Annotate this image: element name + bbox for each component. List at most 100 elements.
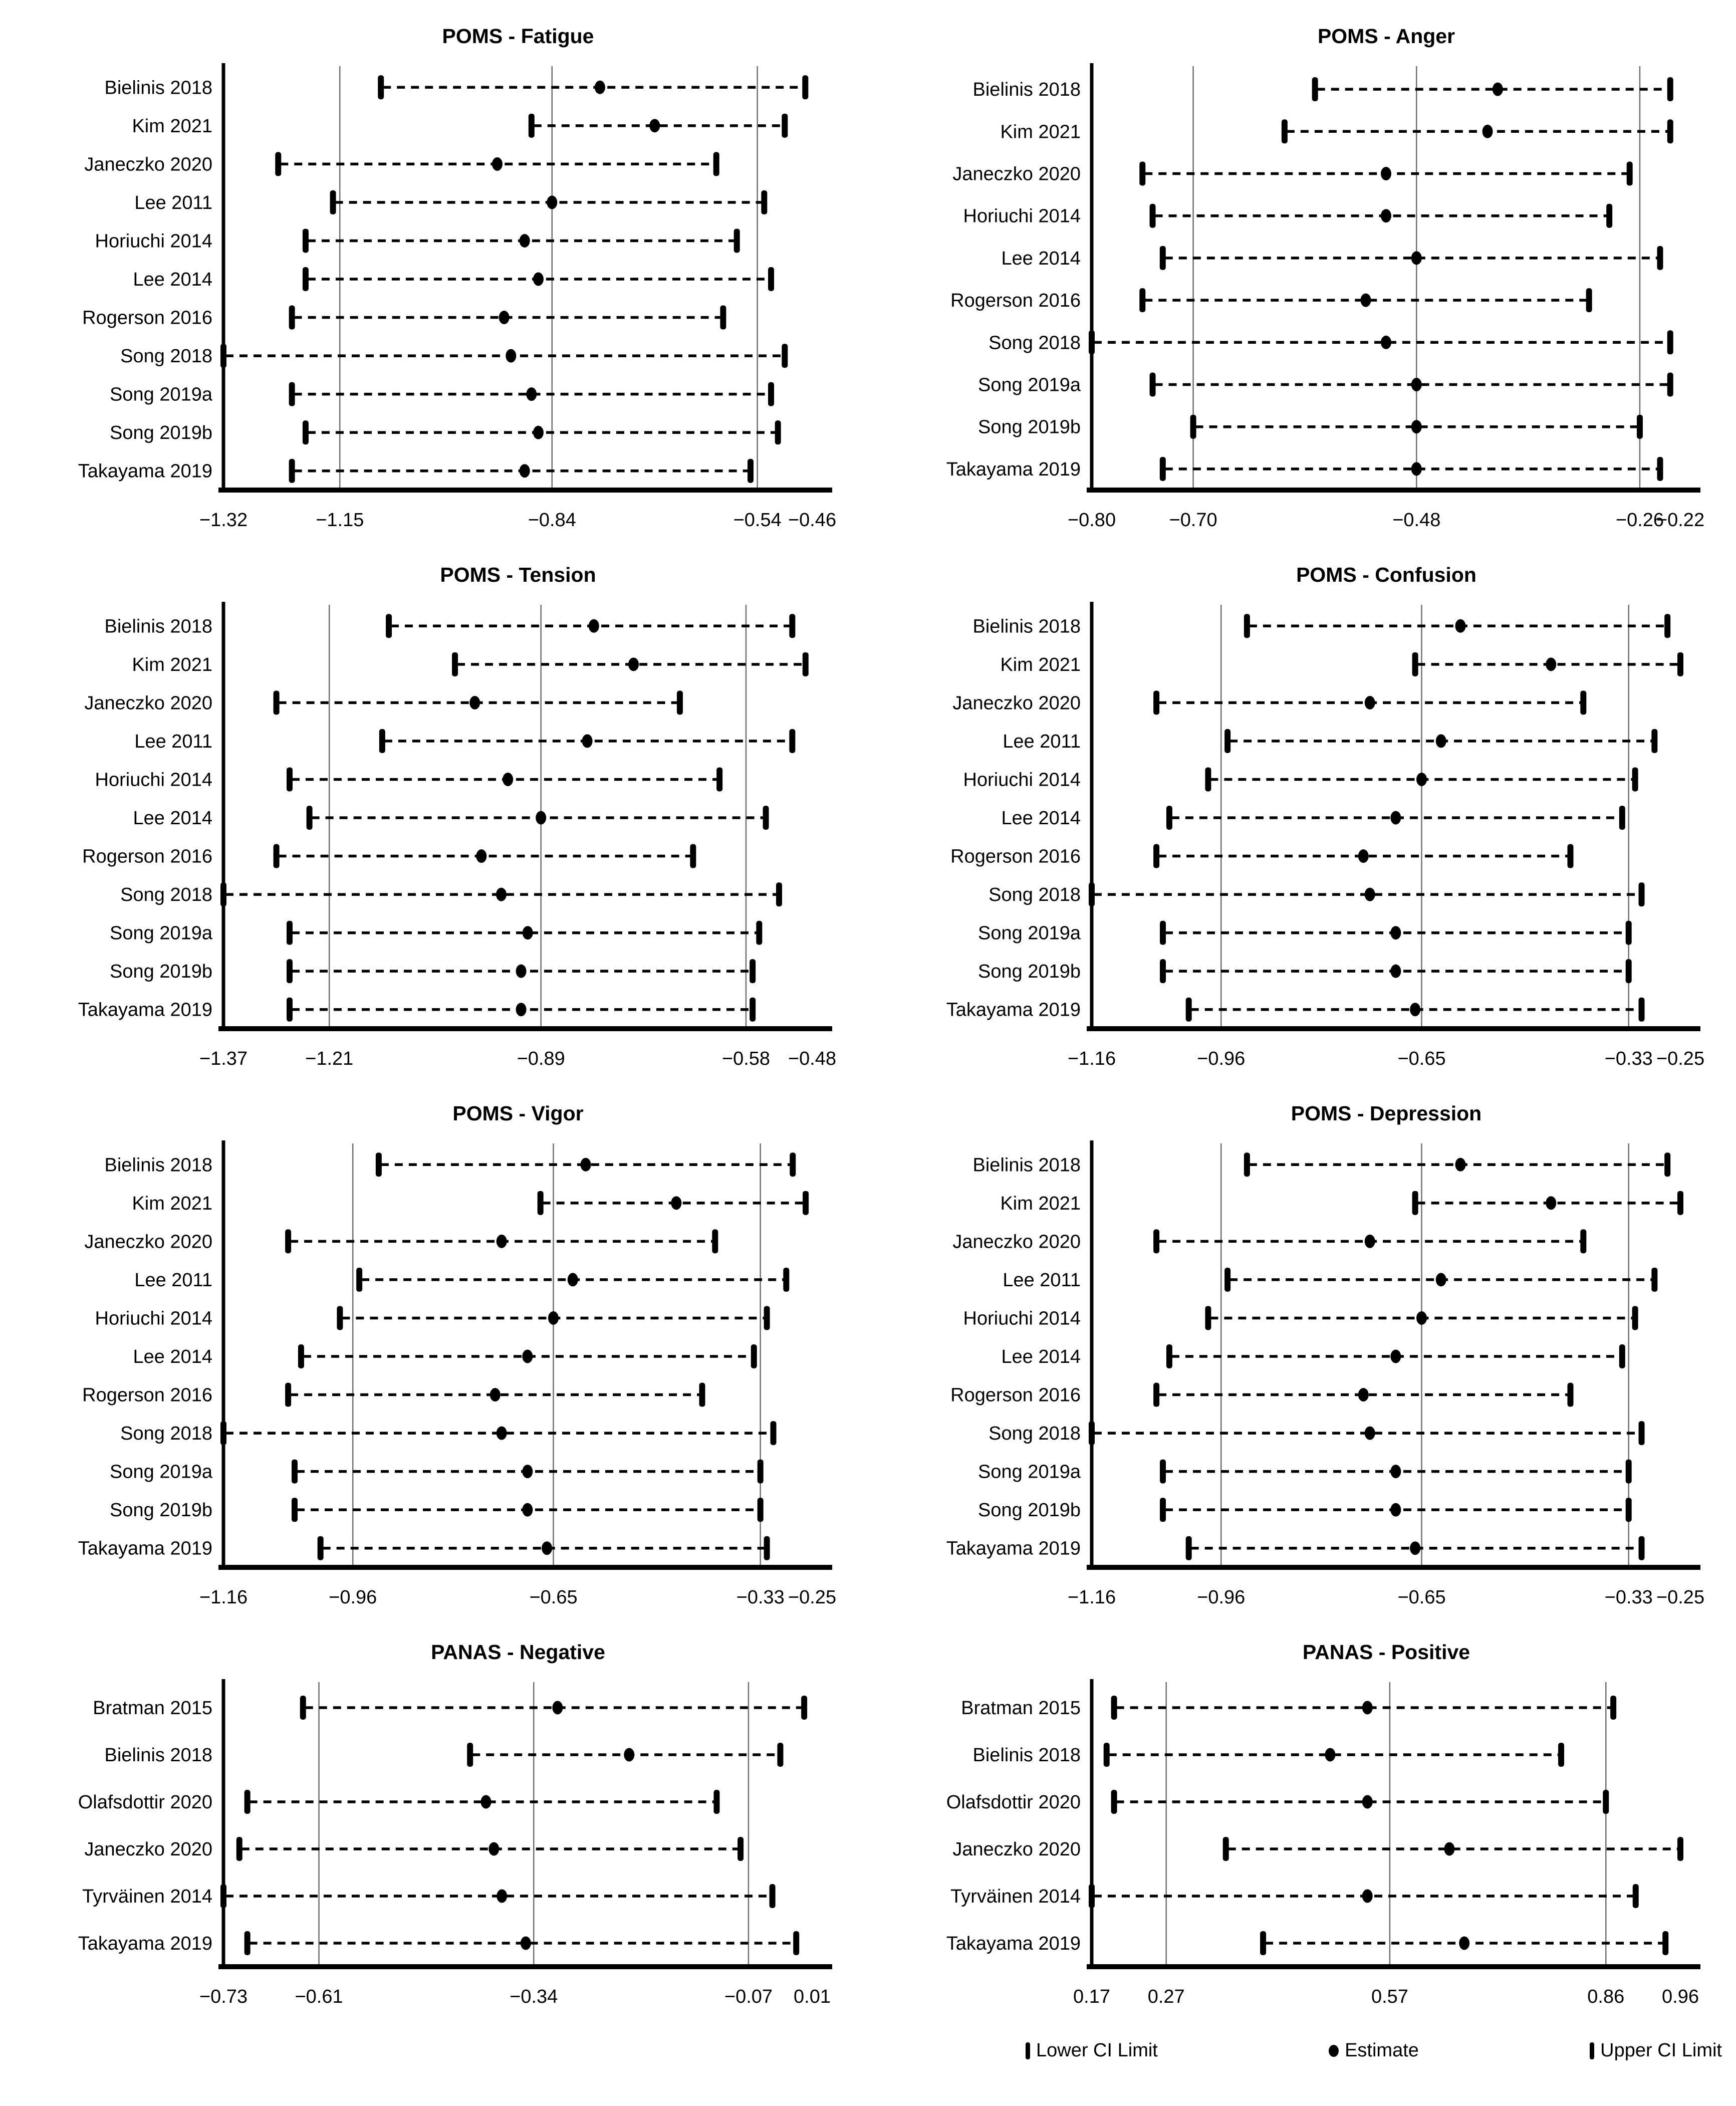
legend-item-lower-ci: Lower CI Limit: [1026, 2040, 1158, 2061]
lower-ci-cap: [244, 1931, 251, 1955]
estimate-marker: [1454, 1157, 1465, 1172]
lower-ci-cap: [1190, 414, 1196, 439]
legend-label: Upper CI Limit: [1600, 2040, 1722, 2061]
lower-ci-cap: [220, 1421, 226, 1446]
lower-ci-cap: [1312, 77, 1318, 102]
upper-ci-cap: [775, 420, 781, 445]
lower-ci-cap: [1281, 119, 1288, 144]
chart-poms-depression: POMS - Depression −1.16 −0.96 −0.65 −0.33 −0…: [946, 1102, 1704, 1608]
chart-panas-positive: PANAS - Positive 0.17 0.27 0.57 0.86 0.96 Bra…: [946, 1641, 1700, 2007]
study-label: Song 2019a: [978, 1462, 1081, 1483]
study-label: Takayama 2019: [78, 1000, 212, 1021]
x-tick-label: 0.96: [1662, 1986, 1699, 2007]
study-label: Bratman 2015: [961, 1698, 1081, 1719]
upper-ci-cap: [1664, 1152, 1670, 1177]
lower-ci-cap: [220, 344, 226, 368]
upper-ci-cap: [1651, 729, 1657, 753]
upper-ci-cap: [1651, 1267, 1657, 1292]
upper-ci-cap: [748, 458, 754, 483]
chart-poms-vigor: POMS - Vigor −1.16 −0.96 −0.65 −0.33 −0.25 Bi…: [78, 1102, 836, 1608]
estimate-marker: [1390, 926, 1401, 940]
estimate-marker: [489, 1388, 501, 1402]
upper-ci-cap: [769, 1884, 776, 1908]
estimate-marker: [522, 1503, 533, 1517]
study-label: Janeczko 2020: [84, 154, 212, 175]
estimate-marker: [492, 157, 503, 171]
upper-ci-cap: [783, 1267, 790, 1292]
lower-ci-cap: [1224, 1267, 1230, 1292]
lower-ci-cap: [1204, 1306, 1211, 1330]
upper-ci-cap: [1677, 1837, 1683, 1861]
estimate-marker: [476, 849, 487, 863]
upper-ci-cap: [1632, 1306, 1638, 1330]
x-tick-label: −0.48: [788, 1048, 836, 1069]
upper-ci-cap: [1619, 806, 1625, 830]
study-label: Lee 2014: [1001, 248, 1081, 269]
upper-ci-cap: [1656, 456, 1663, 481]
panel-poms-depression: POMS - Depression −1.16 −0.96 −0.65 −0.33 −0…: [868, 1091, 1736, 1630]
estimate-marker: [503, 772, 514, 786]
study-label: Olafsdottir 2020: [78, 1792, 212, 1813]
estimate-marker: [1482, 124, 1493, 138]
upper-ci-cap-icon: [1590, 2042, 1595, 2059]
legend: Lower CI Limit Estimate Upper CI Limit: [1026, 2040, 1722, 2061]
study-label: Janeczko 2020: [952, 1839, 1081, 1860]
lower-ci-cap: [1204, 767, 1211, 792]
estimate-dot-icon: [1329, 2044, 1339, 2057]
study-label: Takayama 2019: [78, 1933, 212, 1954]
upper-ci-cap: [770, 1421, 777, 1446]
x-tick-label: 0.01: [794, 1986, 831, 2007]
lower-ci-cap: [292, 1498, 298, 1522]
chart-poms-fatigue: POMS - Fatigue −1.32 −1.15 −0.84 −0.54 −0.46…: [78, 25, 836, 531]
lower-ci-cap: [298, 1344, 304, 1368]
estimate-marker: [1454, 619, 1465, 633]
estimate-marker: [516, 1003, 527, 1017]
study-label: Song 2019b: [978, 961, 1081, 982]
upper-ci-cap: [737, 1837, 744, 1861]
upper-ci-cap: [756, 920, 763, 945]
study-label: Horiuchi 2014: [963, 206, 1080, 227]
x-tick-label: −1.15: [316, 510, 364, 531]
lower-ci-cap: [1153, 1382, 1159, 1407]
study-label: Bielinis 2018: [105, 616, 212, 637]
study-label: Lee 2011: [134, 731, 212, 752]
lower-ci-cap: [1166, 1344, 1172, 1368]
lower-ci-cap: [1185, 997, 1192, 1022]
study-label: Lee 2011: [134, 192, 212, 213]
study-label: Bielinis 2018: [105, 1745, 212, 1766]
x-tick-label: −0.61: [295, 1986, 343, 2007]
lower-ci-cap: [1149, 203, 1156, 228]
lower-ci-cap-icon: [1026, 2042, 1030, 2059]
lower-ci-cap: [275, 152, 282, 176]
study-label: Janeczko 2020: [84, 1839, 212, 1860]
lower-ci-cap: [356, 1267, 363, 1292]
panel-poms-vigor: POMS - Vigor −1.16 −0.96 −0.65 −0.33 −0.25 Bi…: [0, 1091, 868, 1630]
lower-ci-cap: [1111, 1790, 1117, 1814]
lower-ci-cap: [1166, 806, 1172, 830]
study-label: Takayama 2019: [946, 459, 1080, 480]
study-label: Tyrväinen 2014: [82, 1886, 212, 1907]
panel-poms-tension: POMS - Tension −1.37 −1.21 −0.89 −0.58 −0.48…: [0, 553, 868, 1091]
study-label: Janeczko 2020: [84, 1231, 212, 1252]
upper-ci-cap: [768, 382, 775, 406]
upper-ci-cap: [1638, 1536, 1645, 1560]
chart-title: POMS - Anger: [1317, 25, 1454, 48]
upper-ci-cap: [1662, 1931, 1668, 1955]
study-label: Lee 2014: [1001, 808, 1081, 829]
study-label: Song 2018: [988, 884, 1081, 905]
upper-ci-cap: [751, 1344, 757, 1368]
estimate-marker: [1545, 657, 1556, 671]
estimate-marker: [1390, 964, 1401, 978]
upper-ci-cap: [789, 614, 796, 638]
estimate-marker: [1390, 811, 1401, 825]
upper-ci-cap: [802, 75, 809, 100]
estimate-marker: [1492, 82, 1503, 96]
lower-ci-cap: [1260, 1931, 1266, 1955]
x-tick-label: −0.25: [1656, 1587, 1704, 1608]
upper-ci-cap: [768, 267, 775, 291]
estimate-marker: [548, 1311, 559, 1325]
upper-ci-cap: [1667, 372, 1673, 397]
study-label: Lee 2014: [1001, 1346, 1081, 1367]
estimate-marker: [1390, 1503, 1401, 1517]
study-label: Lee 2011: [134, 1270, 212, 1291]
